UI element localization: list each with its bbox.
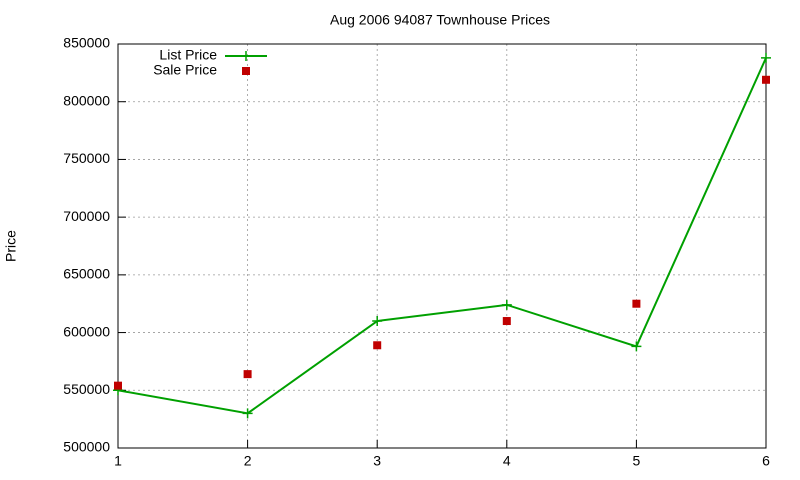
y-tick-label: 600000 [63,323,110,339]
x-tick-label: 1 [114,453,122,469]
y-tick-label: 700000 [63,208,110,224]
y-tick-label: 850000 [63,35,110,51]
x-tick-label: 6 [762,453,770,469]
chart-title: Aug 2006 94087 Townhouse Prices [330,12,550,28]
legend-swatch [242,67,250,75]
point [243,370,252,379]
point [242,408,253,419]
y-tick-label: 800000 [63,92,110,108]
point [372,316,383,327]
point [761,52,771,63]
point [373,341,382,350]
y-tick-label: 500000 [63,439,110,455]
x-tick-label: 2 [244,453,252,469]
legend-swatch [241,51,251,61]
y-tick-label: 750000 [63,150,110,166]
plot-frame [117,43,767,449]
x-tick-label: 3 [373,453,381,469]
point [502,317,511,326]
point [631,341,642,352]
x-tick-label: 4 [503,453,511,469]
point [114,381,122,390]
line [117,57,767,415]
x-tick-label: 5 [633,453,641,469]
point [501,299,512,310]
y-axis-label: Price [3,230,19,262]
y-tick-label: 550000 [63,381,110,397]
legend-label: Sale Price [153,62,217,78]
legend-label: List Price [159,47,217,63]
point [762,75,770,84]
point [632,299,641,308]
y-tick-label: 650000 [63,266,110,282]
